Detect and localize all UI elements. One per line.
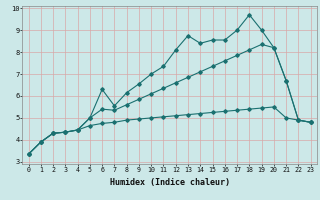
X-axis label: Humidex (Indice chaleur): Humidex (Indice chaleur) bbox=[110, 178, 230, 187]
